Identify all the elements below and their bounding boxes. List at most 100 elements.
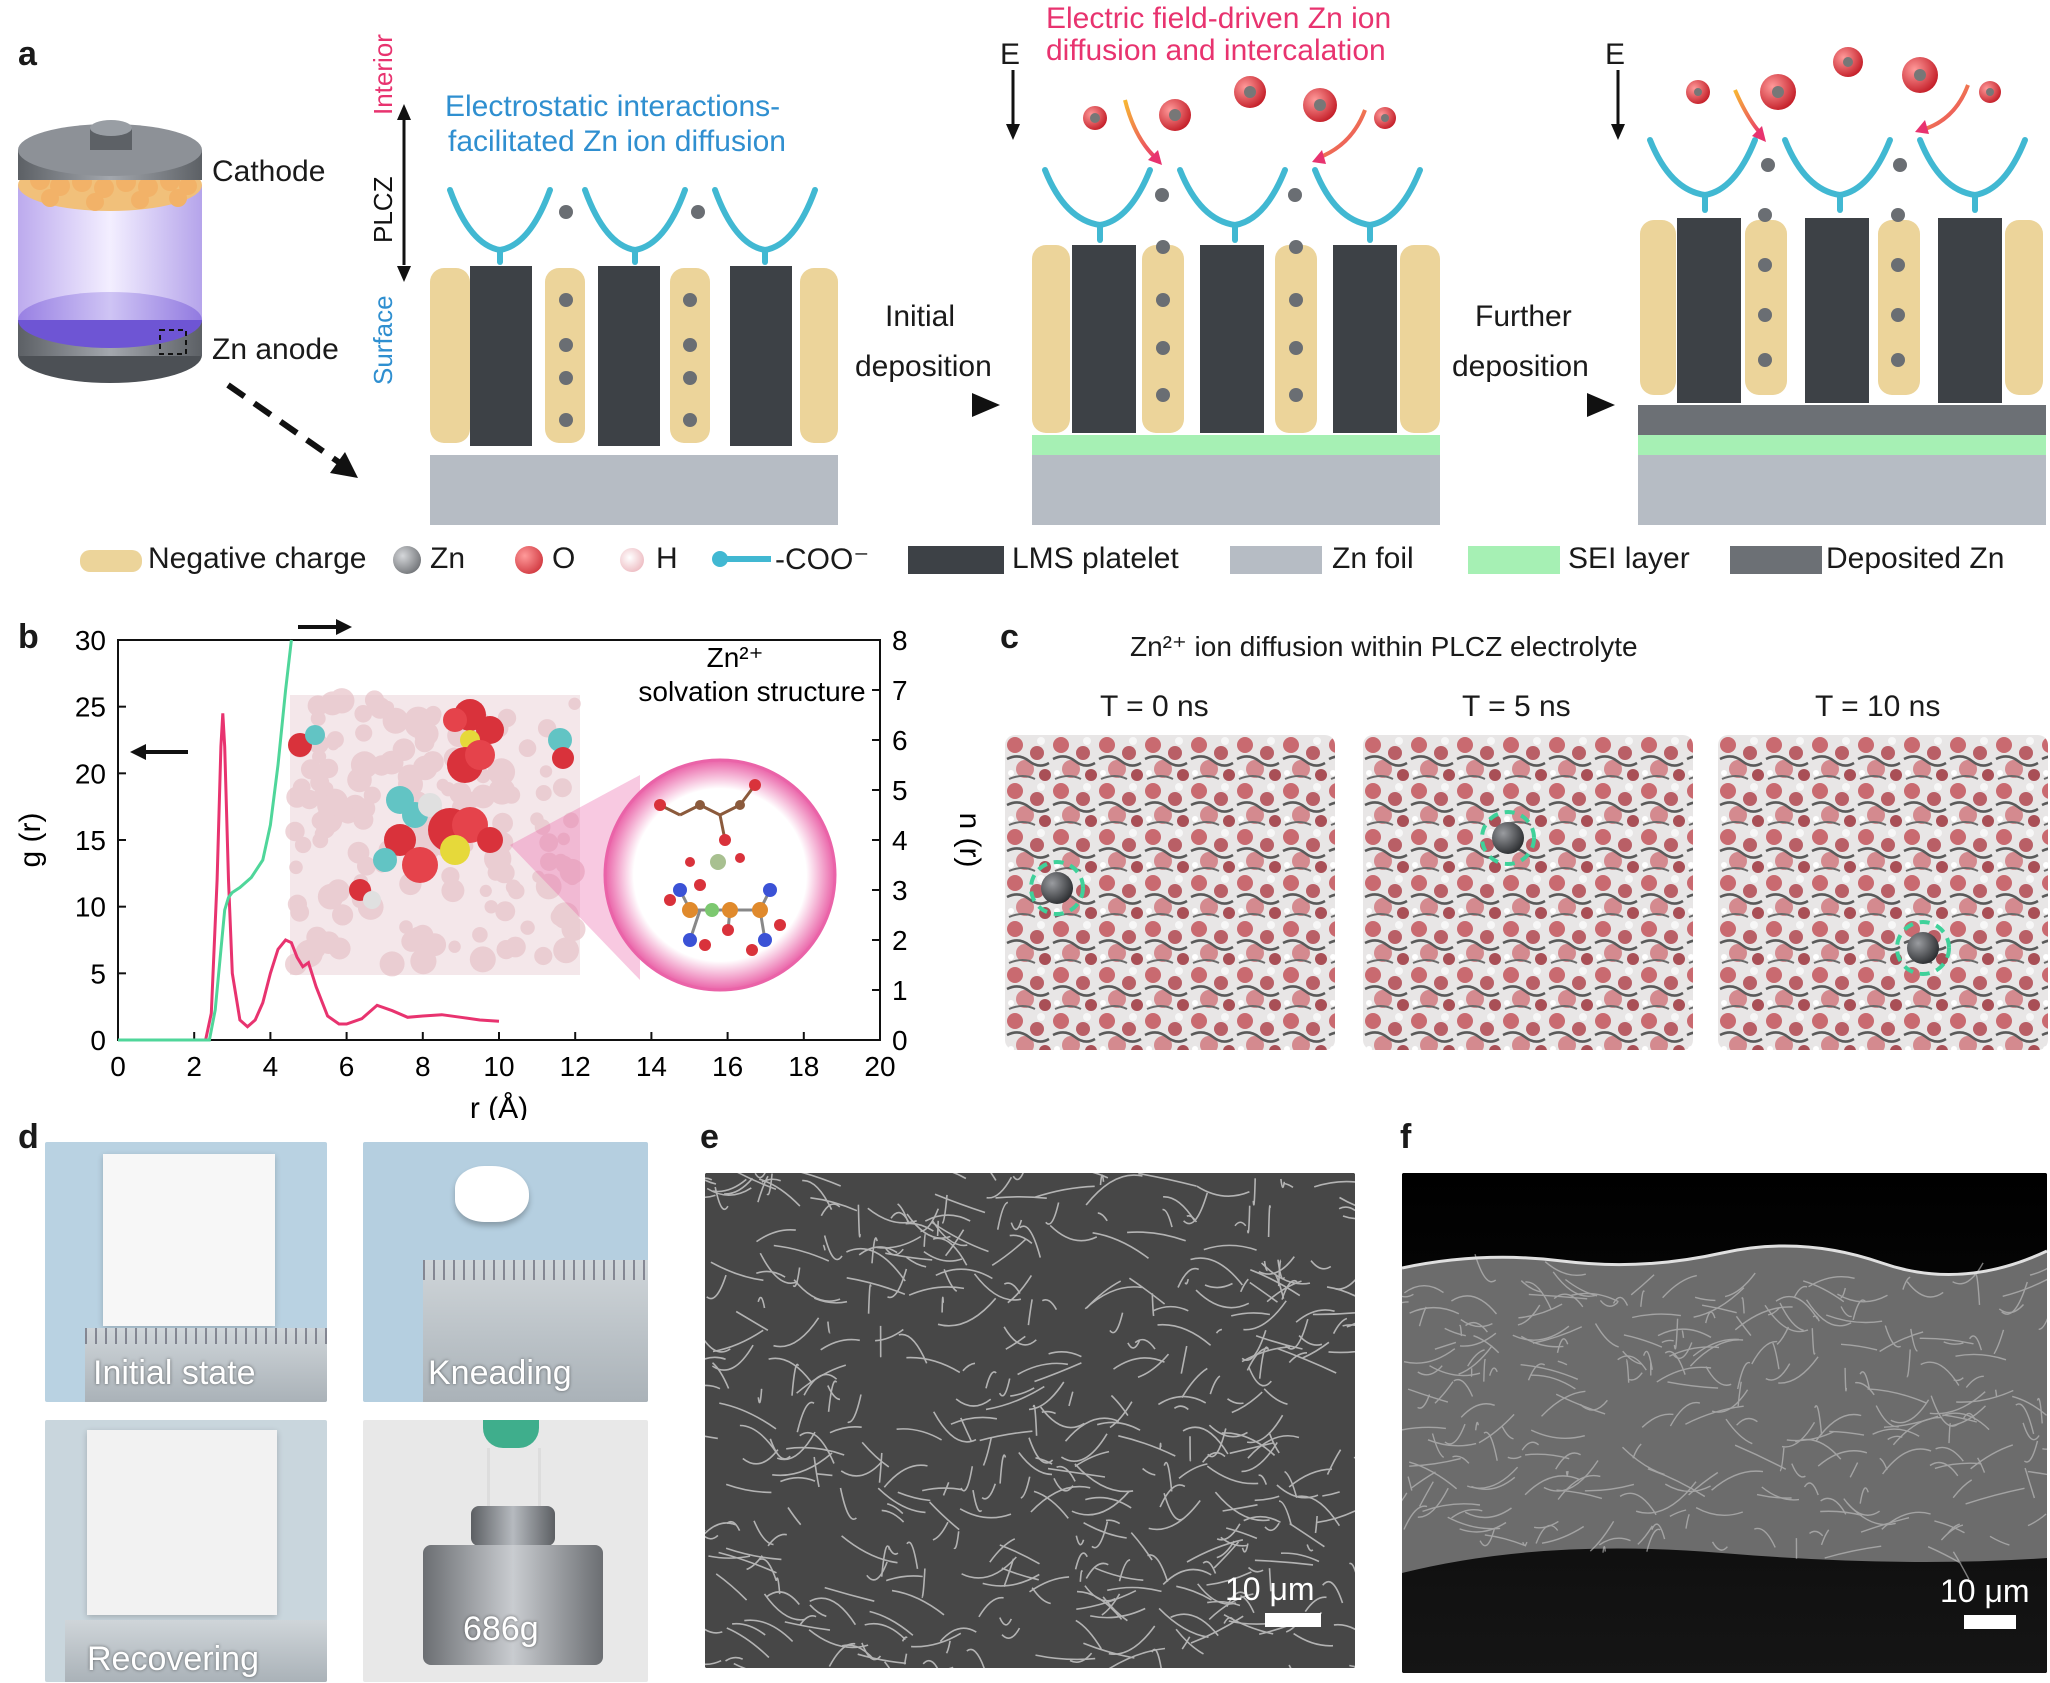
fibre bbox=[1693, 1287, 1745, 1318]
y-left-tick-label: 15 bbox=[75, 825, 106, 856]
md-background-atom bbox=[285, 821, 305, 842]
md-background-atom bbox=[492, 812, 513, 834]
fibre bbox=[932, 1521, 949, 1541]
fibre bbox=[1118, 1435, 1176, 1457]
md-background-atom bbox=[565, 870, 580, 886]
fibre bbox=[1507, 1455, 1522, 1460]
fibre bbox=[1056, 1465, 1076, 1482]
fibre bbox=[1045, 1202, 1060, 1225]
fibre bbox=[1920, 1361, 1960, 1386]
fibre bbox=[705, 1659, 722, 1666]
fibre bbox=[840, 1461, 883, 1477]
legend-swatch-sei bbox=[1468, 546, 1560, 574]
fibre bbox=[1840, 1306, 1852, 1318]
md-background-atom bbox=[487, 758, 516, 786]
fibre bbox=[756, 1270, 786, 1278]
fibre bbox=[1673, 1342, 1693, 1359]
legend-label-h: H bbox=[656, 542, 678, 575]
fibre bbox=[1711, 1541, 1728, 1551]
fibre bbox=[816, 1473, 833, 1477]
fibre bbox=[1664, 1350, 1686, 1375]
fibre bbox=[1314, 1515, 1318, 1534]
fibre bbox=[1216, 1523, 1241, 1541]
fibre bbox=[982, 1437, 993, 1466]
fibre bbox=[1277, 1259, 1286, 1280]
step2-label-line1: Further bbox=[1475, 300, 1572, 333]
fibre bbox=[1105, 1519, 1121, 1525]
fibre bbox=[1208, 1593, 1254, 1620]
fibre bbox=[1206, 1571, 1252, 1586]
fibre bbox=[827, 1385, 841, 1401]
frame-label-2: T = 10 ns bbox=[1815, 690, 1941, 723]
fibre bbox=[1231, 1391, 1263, 1414]
fibre bbox=[1557, 1474, 1601, 1500]
fibre bbox=[1209, 1375, 1221, 1395]
fibre bbox=[1520, 1364, 1579, 1380]
fibre bbox=[1241, 1543, 1249, 1553]
md-background-atom bbox=[290, 902, 310, 922]
fibre bbox=[1431, 1433, 1445, 1459]
md-background-atom bbox=[294, 836, 312, 854]
fibre bbox=[1927, 1546, 1962, 1565]
fibre bbox=[1009, 1234, 1033, 1245]
fibre bbox=[878, 1452, 883, 1483]
fibre bbox=[1892, 1416, 1943, 1446]
md-background-atom bbox=[505, 879, 521, 895]
series-g-r-line bbox=[118, 713, 500, 1042]
fibre bbox=[932, 1411, 977, 1443]
fibre bbox=[1085, 1562, 1109, 1579]
y-right-tick-label: 4 bbox=[892, 825, 908, 856]
fibre bbox=[973, 1273, 1022, 1301]
fibre bbox=[1934, 1520, 1965, 1534]
fibre bbox=[1214, 1491, 1270, 1522]
fibre bbox=[1872, 1428, 1920, 1437]
fibre bbox=[1333, 1623, 1355, 1631]
fibre bbox=[1034, 1185, 1095, 1199]
fibre bbox=[746, 1555, 763, 1571]
fibre bbox=[1258, 1256, 1295, 1275]
fibre bbox=[1501, 1426, 1514, 1440]
fibre bbox=[981, 1483, 997, 1500]
fibre bbox=[1843, 1498, 1880, 1516]
fibre bbox=[1074, 1450, 1110, 1468]
md-background-atom bbox=[518, 739, 537, 757]
fibre bbox=[1288, 1468, 1333, 1488]
fibre bbox=[1943, 1341, 1964, 1345]
fibre bbox=[754, 1173, 766, 1179]
fibre bbox=[1074, 1463, 1134, 1493]
fibre bbox=[887, 1268, 908, 1299]
zn-anode-label: Zn anode bbox=[212, 333, 339, 366]
md-background-atom bbox=[479, 884, 492, 897]
fibre bbox=[1339, 1196, 1355, 1207]
fibre bbox=[1163, 1492, 1184, 1521]
fibre bbox=[757, 1388, 763, 1404]
fibre bbox=[1091, 1521, 1109, 1549]
fibre bbox=[1163, 1461, 1173, 1492]
fibre bbox=[1579, 1399, 1608, 1411]
fibre bbox=[1736, 1417, 1758, 1426]
fibre bbox=[936, 1220, 939, 1237]
fibre bbox=[2042, 1448, 2047, 1450]
md-background-atom bbox=[441, 879, 465, 903]
fibre bbox=[1221, 1432, 1276, 1456]
fibre bbox=[945, 1640, 951, 1654]
md-background-atom bbox=[563, 812, 579, 829]
fibre bbox=[759, 1558, 778, 1581]
fibre bbox=[1695, 1506, 1744, 1517]
fibre bbox=[887, 1545, 899, 1555]
fibre bbox=[1552, 1271, 1598, 1297]
fibre bbox=[1418, 1306, 1427, 1327]
fibre bbox=[1261, 1262, 1311, 1285]
fibre bbox=[1775, 1296, 1819, 1320]
fibre bbox=[1248, 1366, 1272, 1387]
legend-label-zn: Zn bbox=[430, 542, 466, 575]
fibre bbox=[708, 1555, 751, 1559]
fibre bbox=[1049, 1224, 1098, 1242]
fibre bbox=[1887, 1435, 1903, 1441]
fibre bbox=[756, 1228, 796, 1243]
inset-label-line1: Zn²⁺ bbox=[707, 642, 764, 673]
fibre bbox=[1243, 1515, 1281, 1523]
fibre bbox=[1017, 1362, 1069, 1376]
fibre bbox=[1541, 1525, 1585, 1544]
fibre bbox=[1108, 1625, 1156, 1655]
